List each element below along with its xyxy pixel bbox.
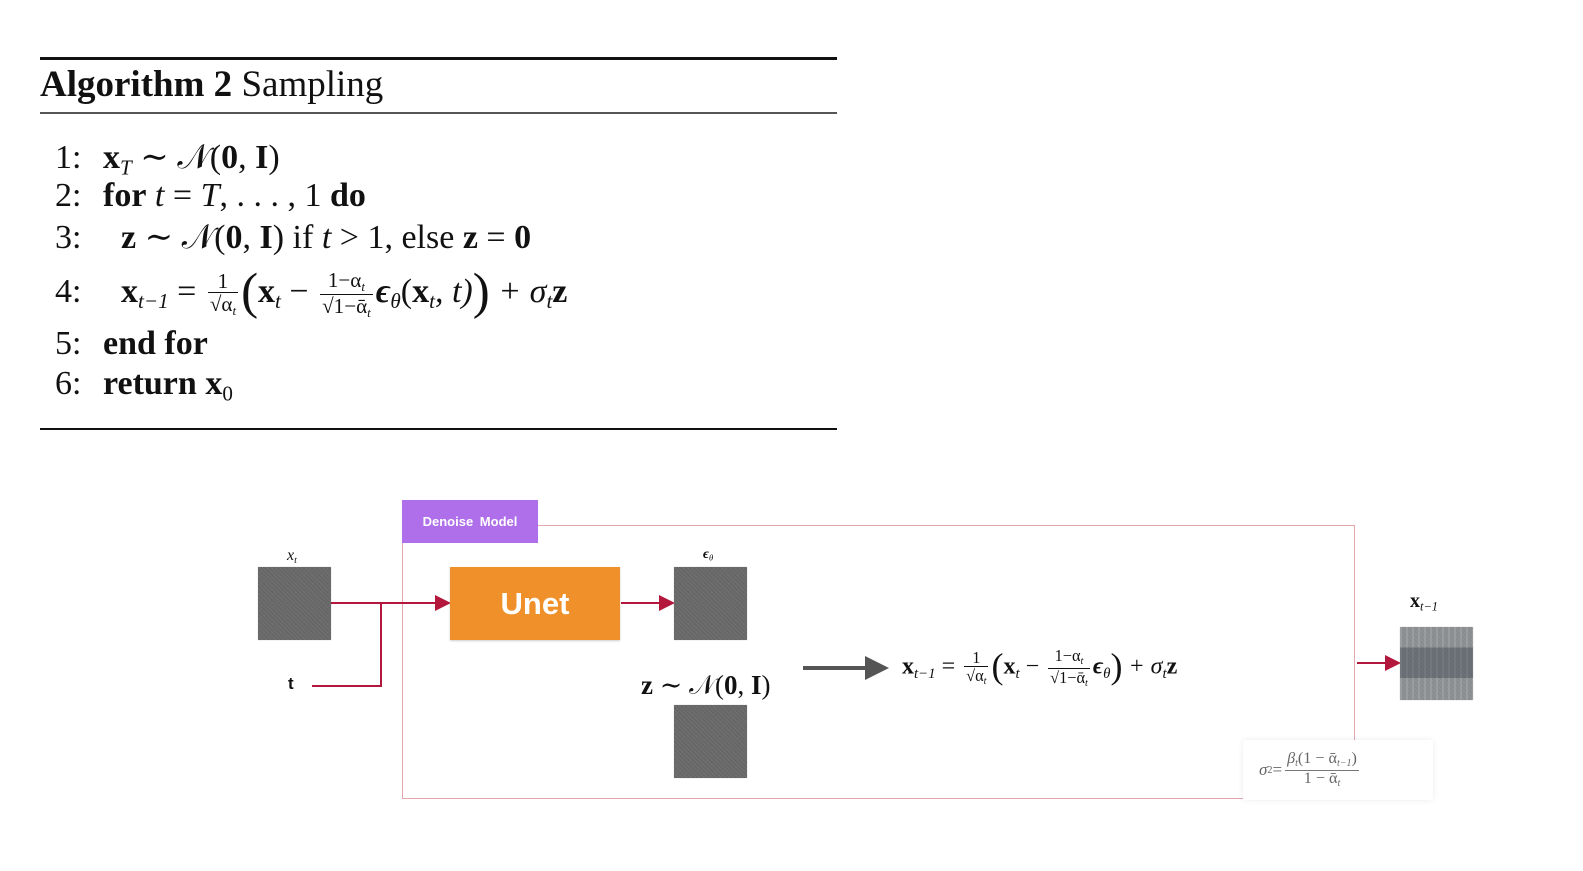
var-x: x	[121, 272, 138, 310]
var-T: T	[200, 177, 220, 214]
bottom-rule	[40, 428, 837, 430]
line-number: 6:	[55, 365, 82, 402]
var-t: t	[154, 177, 165, 214]
fraction-one-over-sqrt-alpha: 1 √αt	[207, 269, 239, 319]
big-paren-open: (	[241, 264, 259, 320]
keyword-do: do	[329, 177, 366, 214]
var-z: z	[121, 219, 137, 256]
equals: =	[477, 219, 515, 256]
denoised-output-image	[1400, 627, 1473, 700]
line-number: 5:	[55, 325, 82, 362]
line-number: 4:	[55, 272, 82, 310]
timestep-label: t	[288, 674, 294, 693]
keyword-return: return	[103, 365, 197, 402]
subscript: T	[120, 155, 132, 180]
algo-line-6: 6: return x0	[55, 365, 233, 406]
subscript: t−1	[138, 289, 169, 314]
range: , . . . , 1	[219, 177, 330, 214]
predicted-noise-image	[674, 567, 747, 640]
unet-block: Unet	[450, 567, 620, 640]
algo-line-5: 5: end for	[55, 325, 208, 363]
title-rule	[40, 112, 837, 114]
var-t: t	[321, 219, 332, 256]
var-x: x	[103, 139, 120, 176]
top-rule	[40, 57, 837, 60]
denoise-model-frame	[402, 525, 1355, 799]
var-x: x	[258, 272, 276, 310]
equals: =	[168, 272, 205, 310]
var-z: z	[552, 272, 568, 310]
condition-if: ) if	[272, 219, 322, 256]
algorithm-name: Sampling	[241, 64, 384, 105]
z-noise-image	[674, 705, 747, 778]
plus-sigma: + σ	[489, 272, 547, 310]
z-sample-label: z ∼ 𝒩(0, I)	[641, 670, 771, 700]
comma: ,	[238, 139, 256, 176]
paren-close: )	[268, 139, 280, 176]
var-x: x	[205, 365, 223, 402]
denoise-model-tag: Denoise Model	[402, 500, 538, 543]
zero-vector: 0	[514, 219, 532, 256]
eps-label: ϵθ	[703, 547, 714, 563]
zero-vector: 0	[225, 219, 243, 256]
equals: =	[164, 177, 201, 214]
condition-else: > 1, else	[331, 219, 463, 256]
line-number: 2:	[55, 177, 82, 214]
comma: ,	[242, 219, 260, 256]
update-equation: xt−1 = 1 √αt (xt − 1−αt √1−ᾱt ϵθ) + σtz	[902, 646, 1178, 689]
fraction-alpha: 1−αt √1−ᾱt	[320, 267, 373, 320]
big-paren-close: )	[472, 264, 490, 320]
minus: −	[280, 272, 318, 310]
identity-matrix: I	[255, 139, 269, 176]
algorithm-title: Algorithm 2 Sampling	[40, 63, 383, 106]
normal-dist: ∼ 𝒩(	[136, 219, 226, 256]
keyword-end-for: end for	[103, 325, 208, 362]
algo-line-4: 4: xt−1 = 1 √αt (xt − 1−αt √1−ᾱt ϵθ(xt, t)) +…	[55, 264, 568, 320]
noisy-image-xt	[258, 567, 331, 640]
algorithm-box: Algorithm 2 Sampling 1: xT ∼ 𝒩(0, I) 2: fo…	[40, 57, 837, 432]
output-label: xt−1	[1410, 590, 1438, 614]
xt-label: xt	[287, 547, 297, 566]
algo-line-2: 2: for t = T, . . . , 1 do	[55, 177, 366, 215]
var-z: z	[462, 219, 478, 256]
identity-matrix: I	[259, 219, 273, 256]
normal-dist: ∼ 𝒩(	[131, 139, 222, 176]
arrow-t-to-unet	[312, 603, 382, 687]
algorithm-number: Algorithm 2	[40, 64, 233, 105]
algo-line-1: 1: xT ∼ 𝒩(0, I)	[55, 137, 280, 180]
zero-vector: 0	[221, 139, 239, 176]
keyword-for: for	[103, 177, 147, 214]
epsilon: ϵ	[375, 272, 391, 310]
line-number: 3:	[55, 219, 82, 256]
algo-line-3: 3: z ∼ 𝒩(0, I) if t > 1, else z = 0	[55, 217, 531, 257]
line-number: 1:	[55, 139, 82, 176]
